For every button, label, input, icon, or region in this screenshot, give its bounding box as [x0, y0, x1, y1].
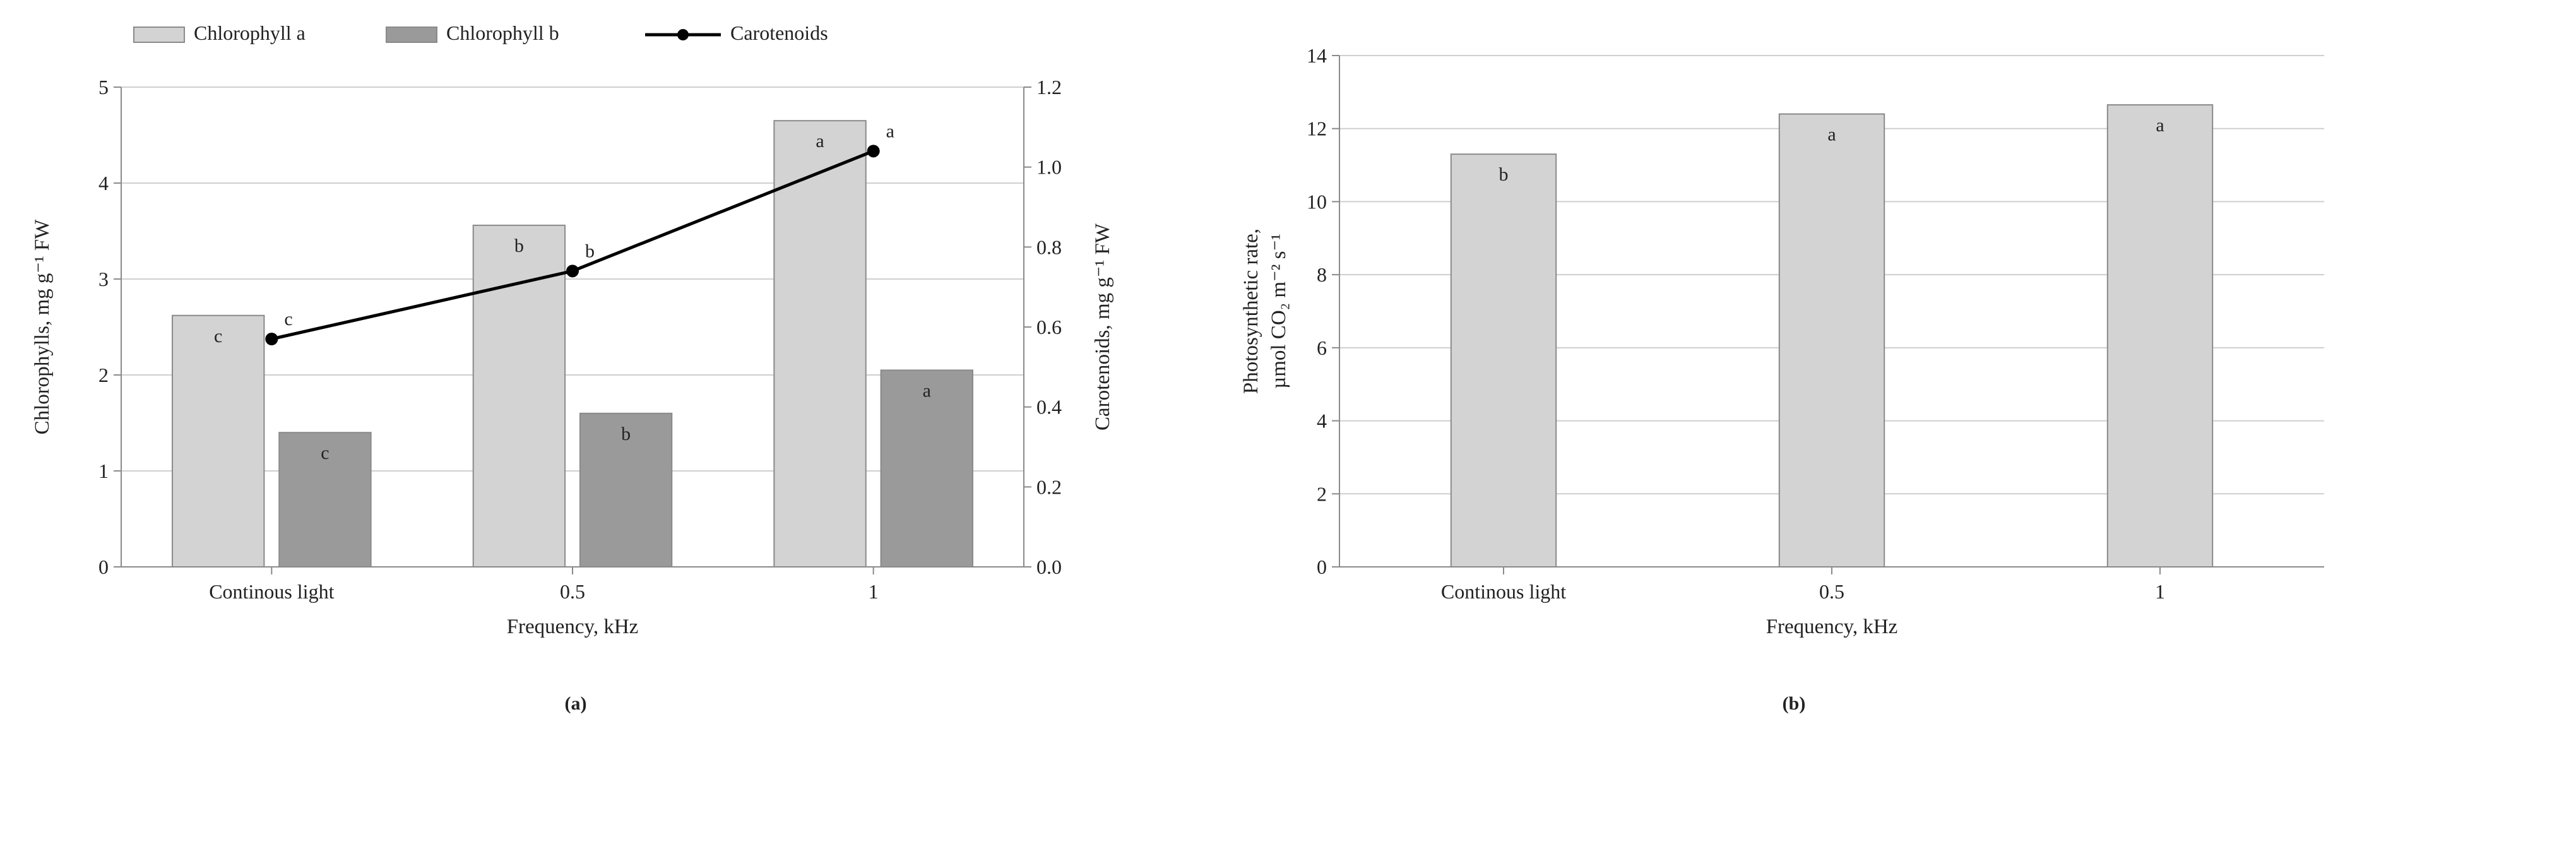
- svg-text:0.5: 0.5: [1819, 580, 1844, 603]
- chart-b: 0 2 4 6 8 10 12 14 Photosynthetic rate,µmol CO₂ …: [1232, 11, 2356, 674]
- svg-text:1: 1: [98, 460, 109, 482]
- svg-text:a: a: [1827, 124, 1836, 145]
- svg-text:Chlorophylls, mg g⁻¹ FW: Chlorophylls, mg g⁻¹ FW: [31, 219, 54, 435]
- svg-text:Continous light: Continous light: [209, 580, 334, 603]
- svg-text:0: 0: [1317, 556, 1327, 578]
- svg-text:Frequency, kHz: Frequency, kHz: [1766, 615, 1898, 638]
- svg-text:0.0: 0.0: [1036, 556, 1062, 578]
- svg-text:4: 4: [1317, 410, 1327, 432]
- svg-text:1.2: 1.2: [1036, 76, 1062, 98]
- svg-text:b: b: [585, 241, 595, 261]
- svg-text:Carotenoids: Carotenoids: [730, 21, 828, 44]
- svg-text:b: b: [514, 235, 524, 256]
- panel-a: 0 1 2 3 4 5 0.0 0.2 0.4 0.6 0.8 1.0 1.2 Chlorophylls,…: [14, 11, 1137, 715]
- svg-text:6: 6: [1317, 336, 1327, 359]
- svg-text:c: c: [321, 443, 329, 463]
- svg-text:b: b: [621, 424, 631, 444]
- svg-text:0: 0: [98, 556, 109, 578]
- svg-text:Frequency, kHz: Frequency, kHz: [507, 615, 639, 638]
- svg-text:10: 10: [1307, 190, 1327, 213]
- svg-text:12: 12: [1307, 117, 1327, 140]
- svg-text:0.5: 0.5: [560, 580, 585, 603]
- figure-row: 0123450.00.20.40.60.81.01.2Chlorophylls,…: [14, 11, 2562, 715]
- svg-text:0.4: 0.4: [1036, 396, 1062, 419]
- svg-text:Photosynthetic rate,: Photosynthetic rate,: [1240, 229, 1262, 394]
- svg-text:1.0: 1.0: [1036, 156, 1062, 179]
- svg-text:14: 14: [1307, 44, 1327, 67]
- svg-text:µmol CO₂ m⁻² s⁻¹: µmol CO₂ m⁻² s⁻¹: [1267, 234, 1290, 389]
- svg-text:0.6: 0.6: [1036, 316, 1062, 338]
- svg-text:0.8: 0.8: [1036, 235, 1062, 258]
- svg-text:Chlorophyll b: Chlorophyll b: [446, 21, 559, 44]
- svg-text:2: 2: [98, 364, 109, 386]
- svg-text:b: b: [1499, 164, 1509, 185]
- svg-text:5: 5: [98, 76, 109, 98]
- svg-text:1: 1: [2155, 580, 2165, 603]
- svg-text:1: 1: [869, 580, 879, 603]
- svg-text:a: a: [2156, 115, 2164, 136]
- svg-text:a: a: [816, 131, 824, 152]
- svg-text:4: 4: [98, 172, 109, 194]
- chart-a: 0 1 2 3 4 5 0.0 0.2 0.4 0.6 0.8 1.0 1.2 Chlorophylls,…: [14, 11, 1137, 674]
- panel-a-label: (a): [565, 693, 587, 715]
- svg-text:c: c: [284, 309, 292, 330]
- svg-text:2: 2: [1317, 482, 1327, 505]
- svg-text:a: a: [886, 121, 894, 141]
- svg-text:c: c: [214, 326, 222, 347]
- panel-b: 0 2 4 6 8 10 12 14 Photosynthetic rate,µmol CO₂ …: [1232, 11, 2356, 715]
- svg-text:0.2: 0.2: [1036, 475, 1062, 498]
- svg-text:8: 8: [1317, 263, 1327, 286]
- svg-text:Chlorophyll a: Chlorophyll a: [194, 21, 306, 44]
- svg-text:a: a: [923, 380, 931, 401]
- svg-text:Continous light: Continous light: [1441, 580, 1566, 603]
- panel-b-label: (b): [1783, 693, 1806, 715]
- svg-text:Carotenoids, mg g⁻¹ FW: Carotenoids, mg g⁻¹ FW: [1091, 223, 1114, 431]
- svg-text:3: 3: [98, 268, 109, 290]
